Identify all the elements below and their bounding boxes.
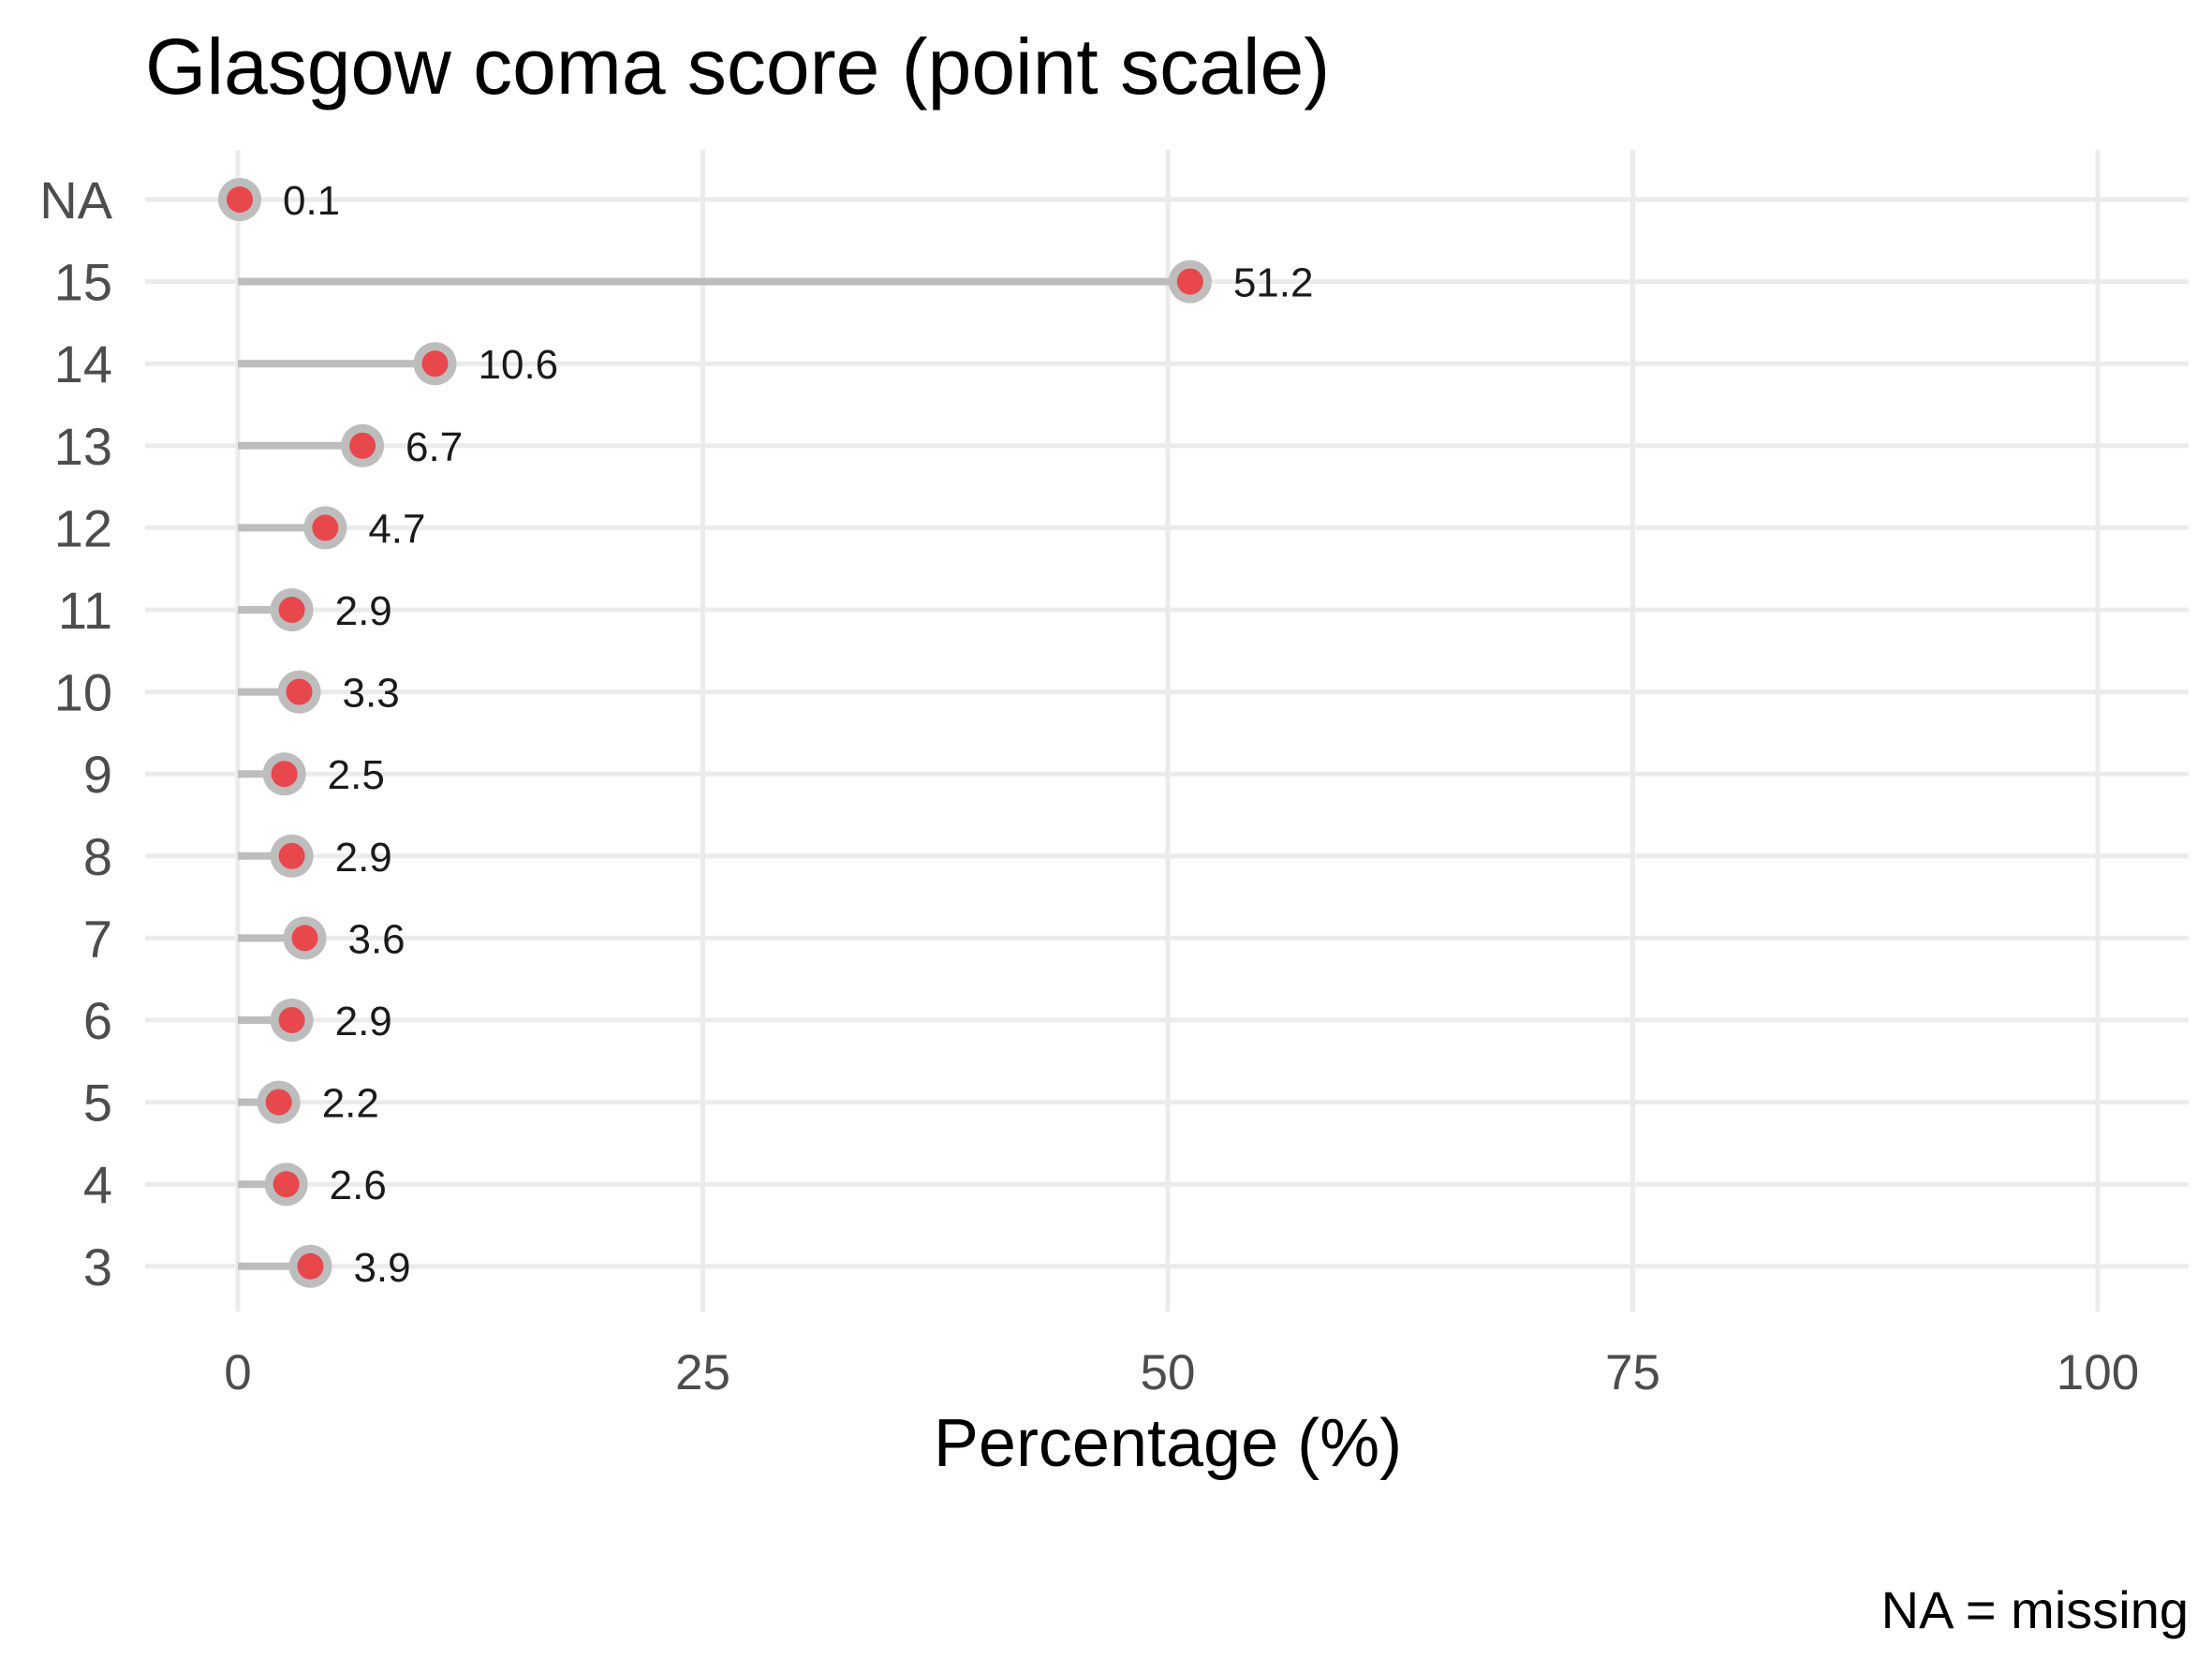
data-point [286, 678, 313, 705]
data-point [421, 350, 449, 378]
y-tick-label: 11 [58, 581, 112, 640]
x-axis-title: Percentage (%) [934, 1406, 1402, 1481]
data-point [278, 1007, 305, 1033]
caption: NA = missing [1881, 1580, 2189, 1639]
data-label: 51.2 [1233, 260, 1314, 306]
data-label: 3.3 [343, 671, 400, 717]
data-point [278, 597, 305, 623]
data-point [349, 432, 376, 459]
x-tick-label: 0 [224, 1345, 251, 1400]
y-tick-label: 3 [83, 1237, 112, 1296]
data-label: 10.6 [479, 342, 559, 388]
y-tick-label: 8 [83, 827, 112, 886]
y-tick-label: 14 [54, 334, 112, 393]
data-point [271, 761, 298, 788]
data-label: 3.6 [347, 916, 405, 962]
stems [238, 196, 1190, 1270]
chart-title: Glasgow coma score (point scale) [145, 22, 1330, 111]
data-point [226, 186, 253, 213]
data-label: 4.7 [368, 506, 425, 552]
x-tick-label: 75 [1605, 1345, 1660, 1400]
y-tick-label: 9 [83, 745, 112, 804]
data-point [297, 1252, 324, 1280]
y-tick-label: 4 [83, 1155, 112, 1214]
gridlines [145, 150, 2189, 1311]
y-tick-label: 10 [54, 663, 112, 722]
data-point [265, 1089, 292, 1116]
y-tick-label: 5 [83, 1074, 112, 1133]
y-tick-label: NA [39, 170, 112, 230]
y-tick-label: 6 [83, 991, 112, 1050]
y-axis-ticks: NA 15 14 13 12 11 10 9 8 7 6 5 4 3 [39, 170, 112, 1296]
y-tick-label: 7 [83, 909, 112, 968]
y-tick-label: 13 [54, 417, 112, 476]
data-point [1176, 268, 1203, 295]
data-point [273, 1171, 300, 1198]
data-label: 2.6 [330, 1163, 387, 1208]
points [217, 178, 1212, 1288]
data-label: 2.9 [335, 835, 392, 881]
data-label: 2.2 [322, 1081, 379, 1127]
data-label: 0.1 [283, 178, 340, 224]
x-tick-label: 100 [2057, 1345, 2139, 1400]
data-point [291, 925, 318, 952]
data-point [312, 514, 339, 541]
data-labels: 0.1 51.2 10.6 6.7 4.7 2.9 3.3 2.5 2.9 3.6 2.9 2.2 2.… [283, 178, 1313, 1291]
x-axis-ticks: 0 25 50 75 100 [224, 1345, 2139, 1400]
data-label: 6.7 [406, 424, 463, 470]
data-label: 2.9 [335, 999, 392, 1044]
x-tick-label: 25 [675, 1345, 730, 1400]
y-tick-label: 15 [54, 253, 112, 312]
data-label: 2.9 [335, 588, 392, 634]
y-tick-label: 12 [54, 498, 112, 557]
data-point [278, 842, 305, 869]
x-tick-label: 50 [1141, 1345, 1196, 1400]
data-label: 3.9 [353, 1245, 410, 1291]
data-label: 2.5 [328, 752, 385, 798]
